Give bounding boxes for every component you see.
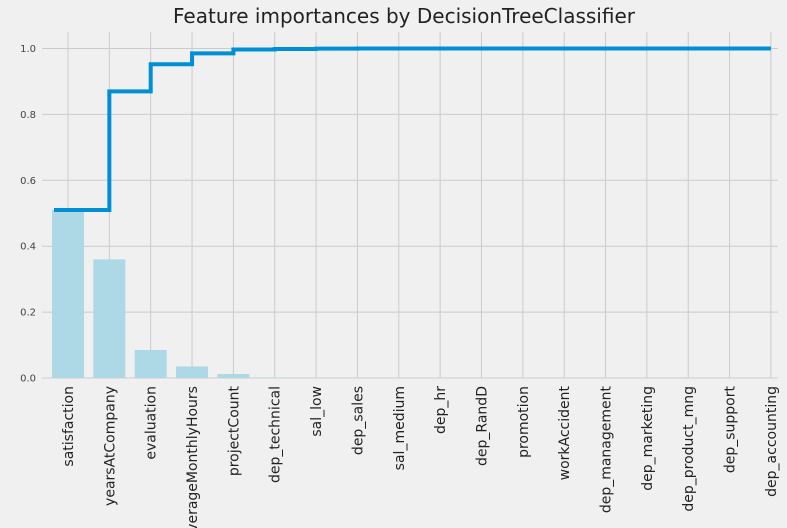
x-tick-labels: satisfaction yearsAtCompany evaluation aver… xyxy=(61,385,780,528)
y-tick-labels: 0.0 0.2 0.4 0.6 0.8 1.0 xyxy=(20,44,36,385)
x-tick-label: evaluation xyxy=(144,386,160,460)
importance-bar xyxy=(134,349,167,378)
x-tick-label: workAccident xyxy=(557,385,573,480)
y-tick-label: 0.8 xyxy=(20,110,36,121)
x-tick-label: dep_marketing xyxy=(640,386,656,491)
importance-bar xyxy=(93,259,126,378)
y-tick-label: 1.0 xyxy=(20,44,36,55)
x-tick-label: dep_sales xyxy=(350,386,366,455)
x-tick-label: projectCount xyxy=(226,385,242,476)
x-tick-label: dep_accounting xyxy=(764,386,780,497)
x-tick-label: averageMonthlyHours xyxy=(185,386,201,528)
y-tick-label: 0.2 xyxy=(20,308,36,319)
x-tick-label: yearsAtCompany xyxy=(102,386,118,506)
importance-bar xyxy=(176,366,209,378)
x-tick-label: satisfaction xyxy=(61,386,77,467)
y-tick-label: 0.6 xyxy=(20,176,36,187)
x-tick-label: dep_hr xyxy=(433,386,449,434)
x-tick-label: sal_medium xyxy=(392,386,408,470)
x-tick-label: sal_low xyxy=(309,386,325,437)
x-tick-label: dep_support xyxy=(723,385,739,473)
y-tick-label: 0.4 xyxy=(20,242,36,253)
x-tick-label: dep_technical xyxy=(268,386,284,483)
y-tick-label: 0.0 xyxy=(20,374,36,385)
bar-layer xyxy=(52,209,787,378)
cumulative-line-layer xyxy=(54,46,771,212)
x-tick-label: dep_product_mng xyxy=(681,386,697,512)
importance-bar xyxy=(52,209,84,378)
cumulative-importance-line xyxy=(54,46,771,212)
chart-title: Feature importances by DecisionTreeClass… xyxy=(173,4,636,28)
x-tick-label: dep_RandD xyxy=(474,386,490,466)
x-tick-label: dep_management xyxy=(599,385,615,513)
importance-bar xyxy=(217,374,250,378)
x-tick-label: promotion xyxy=(516,386,532,458)
